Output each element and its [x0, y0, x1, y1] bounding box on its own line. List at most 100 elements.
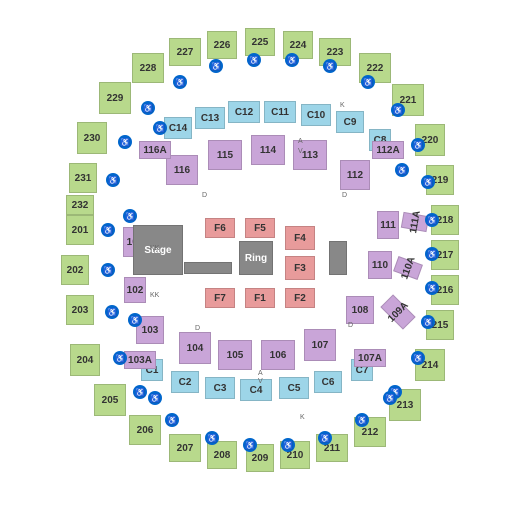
- accessible-icon: ♿: [391, 103, 405, 117]
- lower-section-107A[interactable]: 107A: [354, 349, 386, 367]
- lower-section-107[interactable]: 107: [304, 329, 336, 361]
- lower-section-116A[interactable]: 116A: [139, 141, 171, 159]
- row-marker: KK: [150, 245, 159, 252]
- stage-element[interactable]: Ring: [239, 241, 273, 275]
- accessible-icon: ♿: [361, 75, 375, 89]
- accessible-icon: ♿: [425, 281, 439, 295]
- upper-section-227[interactable]: 227: [169, 38, 201, 66]
- accessible-icon: ♿: [323, 59, 337, 73]
- club-section-C14[interactable]: C14: [164, 117, 192, 139]
- accessible-icon: ♿: [318, 431, 332, 445]
- lower-section-105[interactable]: 105: [218, 340, 252, 370]
- floor-section-F5[interactable]: F5: [245, 218, 275, 238]
- stage-element[interactable]: [184, 262, 232, 274]
- row-marker: K: [300, 414, 305, 421]
- floor-section-F1[interactable]: F1: [245, 288, 275, 308]
- floor-section-F7[interactable]: F7: [205, 288, 235, 308]
- lower-section-104[interactable]: 104: [179, 332, 211, 364]
- row-marker: K: [340, 102, 345, 109]
- accessible-icon: ♿: [411, 351, 425, 365]
- club-section-C12[interactable]: C12: [228, 101, 260, 123]
- upper-section-208[interactable]: 208: [207, 441, 237, 469]
- lower-section-112[interactable]: 112: [340, 160, 370, 190]
- accessible-icon: ♿: [355, 413, 369, 427]
- accessible-icon: ♿: [425, 247, 439, 261]
- accessible-icon: ♿: [106, 173, 120, 187]
- accessible-icon: ♿: [118, 135, 132, 149]
- accessible-icon: ♿: [243, 438, 257, 452]
- club-section-C5[interactable]: C5: [279, 377, 309, 399]
- upper-section-232[interactable]: 232: [66, 195, 94, 215]
- accessible-icon: ♿: [281, 438, 295, 452]
- floor-section-F2[interactable]: F2: [285, 288, 315, 308]
- row-marker: V: [258, 378, 263, 385]
- accessible-icon: ♿: [205, 431, 219, 445]
- arena-seating-chart: 2012022032042052062072082092102112122132…: [0, 0, 525, 525]
- lower-section-109A[interactable]: 109A: [380, 294, 415, 329]
- lower-section-112A[interactable]: 112A: [372, 141, 404, 159]
- lower-section-114[interactable]: 114: [251, 135, 285, 165]
- club-section-C3[interactable]: C3: [205, 377, 235, 399]
- club-section-C13[interactable]: C13: [195, 107, 225, 129]
- club-section-C11[interactable]: C11: [264, 101, 296, 123]
- stage-element[interactable]: [329, 241, 347, 275]
- accessible-icon: ♿: [395, 163, 409, 177]
- accessible-icon: ♿: [421, 175, 435, 189]
- lower-section-110A[interactable]: 110A: [393, 256, 423, 280]
- row-marker: D: [195, 325, 200, 332]
- row-marker: D: [202, 192, 207, 199]
- row-marker: D: [342, 192, 347, 199]
- upper-section-226[interactable]: 226: [207, 31, 237, 59]
- accessible-icon: ♿: [425, 213, 439, 227]
- lower-section-116[interactable]: 116: [166, 155, 198, 185]
- upper-section-225[interactable]: 225: [245, 28, 275, 56]
- floor-section-F6[interactable]: F6: [205, 218, 235, 238]
- upper-section-204[interactable]: 204: [70, 344, 100, 376]
- upper-section-206[interactable]: 206: [129, 415, 161, 445]
- accessible-icon: ♿: [285, 53, 299, 67]
- accessible-icon: ♿: [153, 121, 167, 135]
- club-section-C10[interactable]: C10: [301, 104, 331, 126]
- row-marker: D: [348, 322, 353, 329]
- lower-section-102[interactable]: 102: [124, 277, 146, 303]
- accessible-icon: ♿: [123, 209, 137, 223]
- upper-section-231[interactable]: 231: [69, 163, 97, 193]
- upper-section-207[interactable]: 207: [169, 434, 201, 462]
- accessible-icon: ♿: [165, 413, 179, 427]
- accessible-icon: ♿: [128, 313, 142, 327]
- upper-section-230[interactable]: 230: [77, 122, 107, 154]
- club-section-C2[interactable]: C2: [171, 371, 199, 393]
- accessible-icon: ♿: [105, 305, 119, 319]
- accessible-icon: ♿: [101, 223, 115, 237]
- floor-section-F4[interactable]: F4: [285, 226, 315, 250]
- accessible-icon: ♿: [247, 53, 261, 67]
- lower-section-115[interactable]: 115: [208, 140, 242, 170]
- floor-section-F3[interactable]: F3: [285, 256, 315, 280]
- club-section-C9[interactable]: C9: [336, 111, 364, 133]
- accessible-icon: ♿: [148, 391, 162, 405]
- accessible-icon: ♿: [411, 138, 425, 152]
- row-marker: A: [298, 138, 303, 145]
- upper-section-229[interactable]: 229: [99, 82, 131, 114]
- lower-section-111[interactable]: 111: [377, 211, 399, 239]
- accessible-icon: ♿: [421, 315, 435, 329]
- upper-section-202[interactable]: 202: [61, 255, 89, 285]
- upper-section-205[interactable]: 205: [94, 384, 126, 416]
- upper-section-228[interactable]: 228: [132, 53, 164, 83]
- lower-section-108[interactable]: 108: [346, 296, 374, 324]
- accessible-icon: ♿: [141, 101, 155, 115]
- lower-section-103A[interactable]: 103A: [124, 351, 156, 369]
- lower-section-110[interactable]: 110: [368, 251, 392, 279]
- upper-section-203[interactable]: 203: [66, 295, 94, 325]
- lower-section-106[interactable]: 106: [261, 340, 295, 370]
- upper-section-201[interactable]: 201: [66, 215, 94, 245]
- row-marker: V: [298, 148, 303, 155]
- accessible-icon: ♿: [173, 75, 187, 89]
- row-marker: KK: [150, 292, 159, 299]
- accessible-icon: ♿: [209, 59, 223, 73]
- club-section-C4[interactable]: C4: [240, 379, 272, 401]
- club-section-C6[interactable]: C6: [314, 371, 342, 393]
- accessible-icon: ♿: [133, 385, 147, 399]
- accessible-icon: ♿: [383, 391, 397, 405]
- row-marker: A: [258, 370, 263, 377]
